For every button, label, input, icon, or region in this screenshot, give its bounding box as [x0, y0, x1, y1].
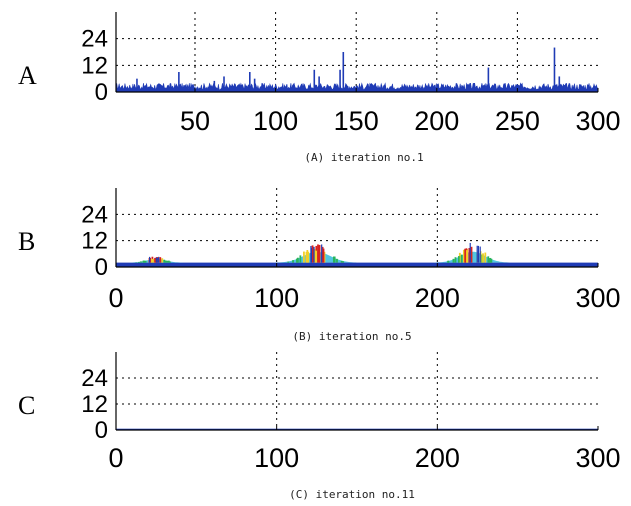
y-tick-label: 0 — [95, 254, 108, 281]
y-tick-label: 12 — [81, 228, 108, 255]
peak-cluster-3 — [434, 242, 512, 263]
x-tick-label: 100 — [254, 283, 299, 313]
y-tick-label: 12 — [81, 391, 108, 418]
peak-envelope — [434, 251, 512, 263]
peak-cluster-2 — [275, 244, 359, 263]
x-tick-label: 250 — [495, 106, 540, 136]
x-tick-label: 300 — [575, 283, 620, 313]
peak-cluster-1 — [127, 256, 186, 263]
series-baseline — [116, 262, 598, 267]
panel-b-label: B — [18, 227, 35, 256]
x-tick-label: 200 — [414, 106, 459, 136]
x-tick-label: 150 — [334, 106, 379, 136]
x-tick-label: 200 — [415, 283, 460, 313]
y-tick-label: 24 — [81, 201, 108, 228]
x-tick-label: 0 — [108, 283, 123, 313]
panel-a-caption: (A) iteration no.1 — [304, 151, 423, 164]
panel-c-caption: (C) iteration no.11 — [289, 488, 415, 501]
panel-a-label: A — [18, 61, 37, 90]
x-tick-label: 100 — [253, 106, 298, 136]
panel-b-caption: (B) iteration no.5 — [292, 330, 411, 343]
x-tick-label: 50 — [180, 106, 210, 136]
x-tick-label: 300 — [575, 443, 620, 473]
y-tick-label: 24 — [81, 365, 108, 392]
x-tick-label: 200 — [415, 443, 460, 473]
y-tick-label: 0 — [95, 417, 108, 444]
y-tick-label: 0 — [95, 79, 108, 106]
panel-c-label: C — [18, 391, 35, 420]
series-baseline — [116, 428, 598, 430]
y-tick-label: 24 — [81, 26, 108, 53]
x-tick-label: 100 — [254, 443, 299, 473]
x-tick-label: 300 — [575, 106, 620, 136]
y-tick-label: 12 — [81, 52, 108, 79]
series-baseline — [115, 82, 599, 93]
x-tick-label: 0 — [108, 443, 123, 473]
